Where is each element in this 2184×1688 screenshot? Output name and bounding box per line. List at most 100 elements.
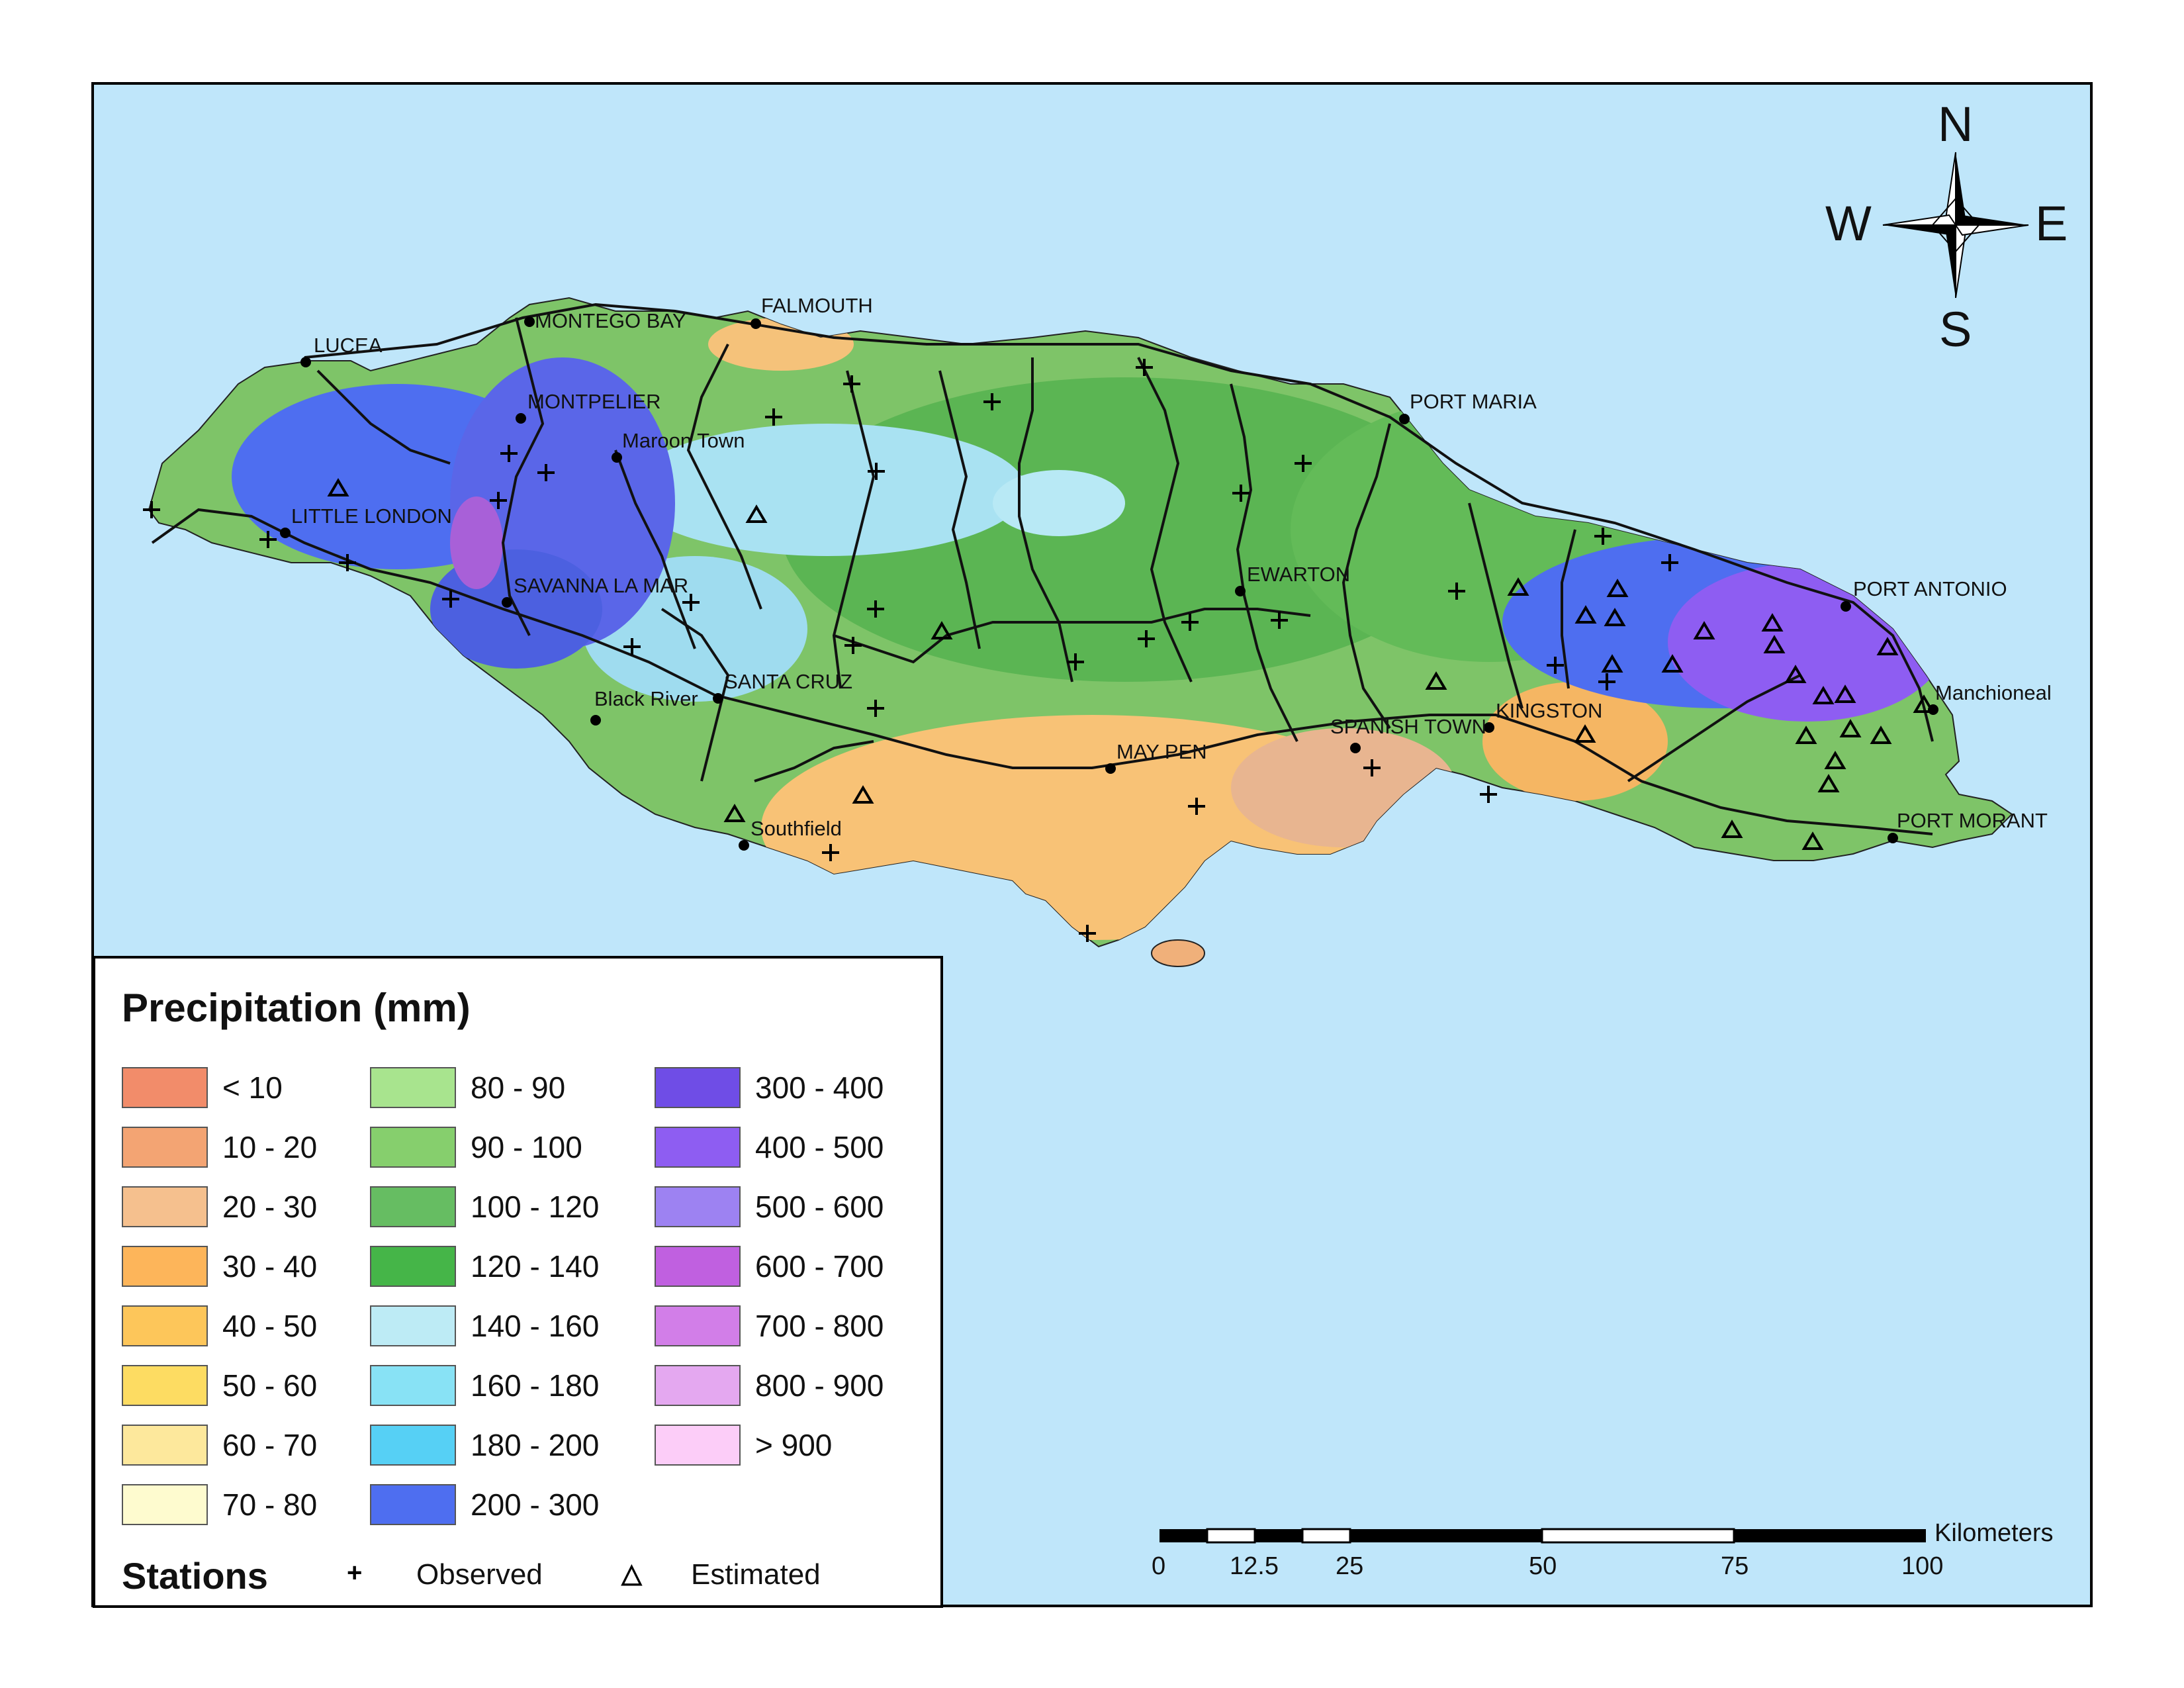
legend-item: 10 - 20 [122,1124,317,1170]
zone-lightblue-central [629,424,1026,556]
legend-swatch [370,1365,456,1406]
town-label: PORT MORANT [1897,809,2048,832]
scale-unit-label: Kilometers [1934,1519,2054,1547]
north-arrow [1882,152,2029,299]
town-label: SPANISH TOWN [1330,715,1486,738]
town-label: MONTEGO BAY [535,309,686,332]
legend-item: 200 - 300 [370,1481,599,1528]
legend-item: < 10 [122,1064,283,1111]
legend-title: Precipitation (mm) [122,986,471,1030]
legend-item: 700 - 800 [655,1303,884,1349]
scale-tick-25: 25 [1336,1552,1364,1580]
legend-item: 600 - 700 [655,1243,884,1289]
legend-label: 200 - 300 [471,1487,600,1522]
town-label: PORT ANTONIO [1853,577,2007,600]
town-label: EWARTON [1247,563,1350,586]
legend-label: 140 - 160 [471,1309,600,1343]
legend-item: > 900 [655,1422,832,1468]
scale-tick-0: 0 [1152,1552,1166,1580]
scale-tick-50: 50 [1529,1552,1557,1580]
legend-item: 20 - 30 [122,1184,317,1230]
town-labels: LUCEA MONTEGO BAY FALMOUTH MONTPELIER Maroon… [291,294,2052,840]
legend-label: 90 - 100 [471,1130,582,1164]
scale-tick-75: 75 [1721,1552,1749,1580]
legend-item: 400 - 500 [655,1124,884,1170]
compass-s-label: S [1939,302,1972,357]
legend-swatch [122,1484,208,1525]
estimated-label: Estimated [691,1558,821,1591]
legend-label: 80 - 90 [471,1070,566,1105]
town-label: LUCEA [314,334,383,357]
hellshire-coast [1151,939,1205,967]
observed-symbol-icon: + [347,1558,363,1587]
legend-item: 80 - 90 [370,1064,565,1111]
scale-tick-12-5: 12.5 [1230,1552,1279,1580]
legend-swatch [655,1067,741,1108]
observed-markers [143,359,1678,942]
map-frame [91,82,2093,1607]
legend-swatch [122,1425,208,1466]
stations-title: Stations [122,1555,268,1597]
scale-tick-100: 100 [1901,1552,1944,1580]
legend-label: 700 - 800 [755,1309,884,1343]
legend-item: 90 - 100 [370,1124,582,1170]
legend-label: < 10 [222,1070,283,1105]
legend-label: 30 - 40 [222,1249,318,1284]
legend-swatch [122,1067,208,1108]
legend-swatch [370,1305,456,1346]
town-label: MAY PEN [1116,740,1207,763]
legend-swatch [370,1067,456,1108]
legend-item: 60 - 70 [122,1422,317,1468]
legend-swatch [122,1365,208,1406]
legend-item: 100 - 120 [370,1184,599,1230]
estimated-markers [327,478,1935,850]
estimated-symbol-icon: △ [621,1559,642,1588]
legend-swatch [655,1365,741,1406]
legend-item: 160 - 180 [370,1362,599,1409]
legend-label: 10 - 20 [222,1130,318,1164]
legend-label: 300 - 400 [755,1070,884,1105]
legend-item: 300 - 400 [655,1064,884,1111]
compass-n-label: N [1938,97,1974,152]
legend-swatch [122,1246,208,1287]
zone-lightblue-mid [993,470,1125,536]
legend-label: 120 - 140 [471,1249,600,1284]
legend-swatch [122,1186,208,1227]
legend-item: 500 - 600 [655,1184,884,1230]
legend-label: 40 - 50 [222,1309,318,1343]
town-label: Black River [594,687,698,710]
legend-swatch [655,1127,741,1168]
legend-swatch [655,1425,741,1466]
compass-e-label: E [2035,196,2068,251]
legend-item: 30 - 40 [122,1243,317,1289]
legend-item: 70 - 80 [122,1481,317,1528]
legend-label: 500 - 600 [755,1190,884,1224]
town-label: SAVANNA LA MAR [514,574,688,597]
legend-item: 50 - 60 [122,1362,317,1409]
legend-swatch [122,1127,208,1168]
town-label: Manchioneal [1935,681,2052,704]
legend-label: 60 - 70 [222,1428,318,1462]
legend-label: 600 - 700 [755,1249,884,1284]
roads [151,303,1934,835]
observed-label: Observed [416,1558,543,1591]
legend-item: 40 - 50 [122,1303,317,1349]
legend-swatch [370,1186,456,1227]
legend-item: 180 - 200 [370,1422,599,1468]
legend-item: 120 - 140 [370,1243,599,1289]
legend-swatch [655,1186,741,1227]
legend-swatch [655,1305,741,1346]
station-markers [143,359,1935,942]
town-label: LITTLE LONDON [291,504,452,528]
legend-swatch [370,1246,456,1287]
legend-label: 70 - 80 [222,1487,318,1522]
legend-swatch [122,1305,208,1346]
legend-swatch [370,1425,456,1466]
legend-swatch [370,1127,456,1168]
legend-label: 20 - 30 [222,1190,318,1224]
town-label: KINGSTON [1496,699,1602,722]
town-label: Southfield [751,817,842,840]
legend-item: 140 - 160 [370,1303,599,1349]
town-label: MONTPELIER [527,390,661,413]
scale-bar [1160,1528,1926,1544]
